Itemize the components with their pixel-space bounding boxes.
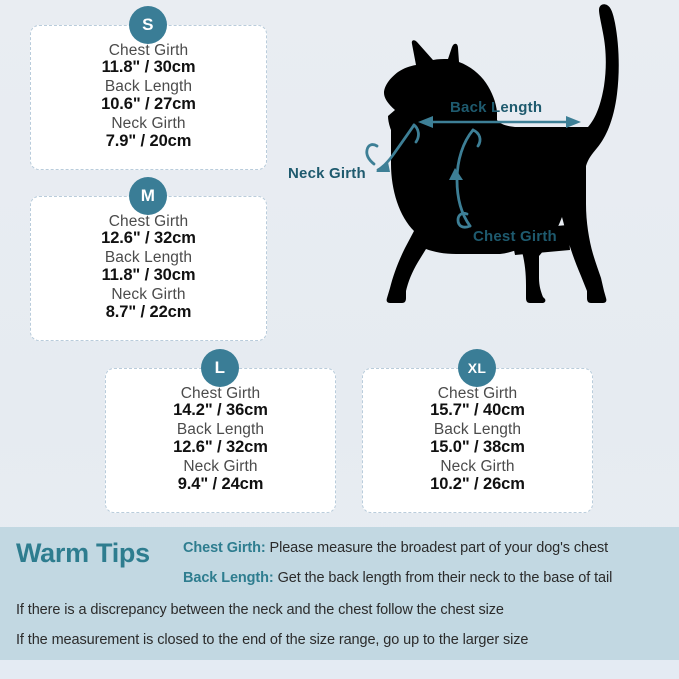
bottom-spacer [0,660,679,679]
size-badge-l: L [201,349,239,387]
tip-chest-girth-key: Chest Girth: [183,540,266,556]
diagram-back-length-label: Back Length [450,99,543,116]
s-back-length-value: 10.6" / 27cm [101,94,196,113]
xl-back-length-label: Back Length [433,421,522,439]
cat-measurement-diagram: Back Length Neck Girth Chest Girth [288,0,679,340]
cat-silhouette-icon [365,4,619,304]
size-badge-s: S [129,6,167,44]
s-chest-girth-label: Chest Girth [108,41,189,59]
s-neck-girth-label: Neck Girth [111,114,186,132]
m-neck-girth-label: Neck Girth [111,285,186,303]
m-back-length-label: Back Length [104,249,193,267]
size-badge-xl-label: XL [467,360,487,376]
size-badge-xl: XL [458,349,496,387]
tip-discrepancy: If there is a discrepancy between the ne… [16,602,504,618]
l-neck-girth-label: Neck Girth [183,457,258,475]
warm-tips-title: Warm Tips [16,538,150,568]
size-card-xl[interactable]: Chest Girth 15.7" / 40cm Back Length 15.… [362,368,593,513]
xl-chest-girth-value: 15.7" / 40cm [430,401,525,420]
size-badge-m: M [129,177,167,215]
m-back-length-value: 11.8" / 30cm [101,265,196,284]
size-badge-l-label: L [214,358,226,377]
s-back-length-label: Back Length [104,78,193,96]
size-card-l[interactable]: Chest Girth 14.2" / 36cm Back Length 12.… [105,368,336,513]
xl-back-length-value: 15.0" / 38cm [430,437,525,456]
xl-neck-girth-label: Neck Girth [440,457,515,475]
size-card-s[interactable]: Chest Girth 11.8" / 30cm Back Length 10.… [30,25,267,170]
tip-size-range: If the measurement is closed to the end … [16,632,529,648]
size-badge-s-label: S [142,15,154,34]
size-badge-m-label: M [140,186,156,205]
s-chest-girth-value: 11.8" / 30cm [101,58,196,77]
back-length-arrow-left-head [418,116,433,128]
neck-girth-arrow-head [376,162,390,172]
m-chest-girth-value: 12.6" / 32cm [101,229,196,248]
m-neck-girth-value: 8.7" / 22cm [105,302,192,321]
l-back-length-value: 12.6" / 32cm [173,437,268,456]
xl-neck-girth-value: 10.2" / 26cm [430,474,525,493]
l-chest-girth-value: 14.2" / 36cm [173,401,268,420]
diagram-neck-girth-label: Neck Girth [288,165,366,182]
l-chest-girth-label: Chest Girth [180,384,261,402]
size-card-m[interactable]: Chest Girth 12.6" / 32cm Back Length 11.… [30,196,267,341]
s-neck-girth-value: 7.9" / 20cm [105,131,192,150]
chest-girth-arrow-head [449,168,463,180]
l-neck-girth-value: 9.4" / 24cm [177,474,264,493]
tip-chest-girth-text: Please measure the broadest part of your… [265,540,609,556]
warm-tips-section: Warm Tips Chest Girth: Please measure th… [0,527,679,660]
m-chest-girth-label: Chest Girth [108,212,189,230]
tip-chest-girth: Chest Girth: Please measure the broadest… [183,540,608,556]
back-length-arrow-right-head [566,116,581,128]
diagram-chest-girth-label: Chest Girth [473,228,557,245]
l-back-length-label: Back Length [176,421,265,439]
xl-chest-girth-label: Chest Girth [437,384,518,402]
tip-back-length-text: Get the back length from their neck to t… [273,570,613,586]
tip-back-length: Back Length: Get the back length from th… [183,570,612,586]
tip-back-length-key: Back Length: [183,570,274,586]
